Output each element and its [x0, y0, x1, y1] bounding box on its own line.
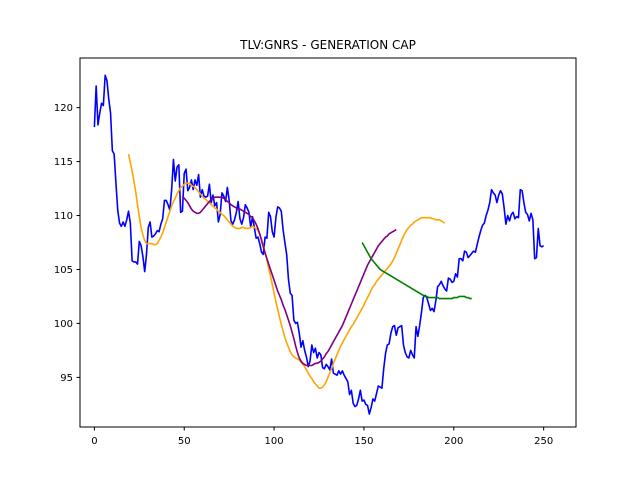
x-tick-label: 250 [534, 436, 553, 447]
y-tick-label: 100 [54, 319, 73, 330]
y-axis: 95 100 105 110 115 120 [54, 103, 80, 384]
x-tick-label: 50 [178, 436, 191, 447]
x-tick-label: 200 [444, 436, 463, 447]
y-tick-label: 120 [54, 103, 73, 114]
series-line-2 [127, 153, 446, 389]
series-line-1 [93, 74, 545, 415]
plot-area-frame [79, 57, 577, 428]
series-line-4 [361, 242, 472, 300]
y-tick-label: 105 [54, 265, 73, 276]
x-tick-label: 0 [91, 436, 97, 447]
y-tick-label: 115 [54, 157, 73, 168]
series-line-3 [181, 195, 397, 367]
x-axis: 0 50 100 150 200 250 [91, 427, 553, 447]
y-tick-label: 95 [60, 373, 73, 384]
x-tick-label: 100 [265, 436, 284, 447]
x-tick-label: 150 [354, 436, 373, 447]
chart-title: TLV:GNRS - GENERATION CAP [239, 38, 416, 52]
y-tick-label: 110 [54, 211, 73, 222]
series-layer [93, 74, 545, 415]
